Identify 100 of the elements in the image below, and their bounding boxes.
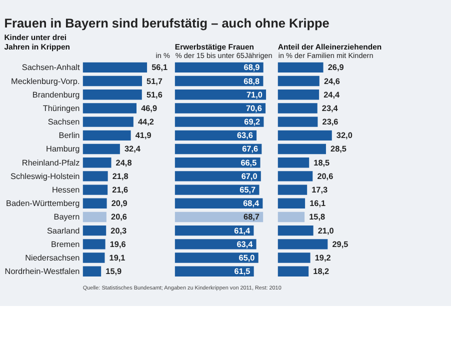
bar <box>174 198 263 208</box>
bar <box>278 103 318 114</box>
data-label: 20,6 <box>111 212 128 222</box>
bar <box>82 266 102 276</box>
data-label: 24,4 <box>324 90 340 100</box>
data-label: 21,8 <box>112 172 129 181</box>
bar <box>82 158 112 168</box>
data-label: 66,5 <box>240 158 258 168</box>
bar <box>278 90 320 100</box>
bar <box>174 62 264 73</box>
y-tick-label: Bremen <box>51 240 80 249</box>
bar <box>82 171 108 182</box>
data-label: 23,6 <box>322 118 339 127</box>
data-label: 15,9 <box>106 267 122 276</box>
bar <box>278 266 309 276</box>
x-axis-title: in % <box>156 50 170 60</box>
data-label: 20,3 <box>110 226 128 236</box>
y-tick-label: Nordrhein-Westfalen <box>4 267 80 276</box>
data-label: 68,4 <box>243 199 260 208</box>
y-tick-label: Saarland <box>46 226 80 236</box>
data-label: 29,5 <box>332 240 349 249</box>
data-label: 68,8 <box>244 76 260 86</box>
bar <box>278 62 324 73</box>
bar <box>82 144 120 154</box>
data-label: 67,0 <box>241 172 258 181</box>
data-label: 61,5 <box>234 267 251 276</box>
data-label: 17,3 <box>312 186 328 195</box>
data-label: 44,2 <box>138 118 154 127</box>
data-label: 32,0 <box>336 131 353 140</box>
bar <box>82 76 142 86</box>
y-tick-label: Brandenburg <box>32 90 80 100</box>
data-label: 41,9 <box>135 131 152 140</box>
data-label: 46,9 <box>141 104 158 113</box>
bar <box>174 130 257 141</box>
y-tick-label: Bayern <box>54 212 80 222</box>
bar <box>82 103 137 114</box>
y-tick-label: Hamburg <box>46 144 80 154</box>
bar <box>278 144 326 154</box>
bar <box>174 171 261 182</box>
bar <box>174 90 266 100</box>
data-label: 19,1 <box>109 254 126 263</box>
bar <box>174 158 260 168</box>
data-label: 65,7 <box>240 186 256 195</box>
bar <box>82 116 134 127</box>
bar <box>82 225 106 236</box>
data-label: 16,1 <box>310 199 326 208</box>
data-label: 19,6 <box>110 240 126 249</box>
data-label: 26,9 <box>328 63 344 72</box>
bar <box>174 76 264 86</box>
data-label: 18,5 <box>314 158 330 168</box>
bar <box>174 252 258 263</box>
bar <box>278 252 310 263</box>
bar <box>278 76 320 86</box>
data-label: 63,4 <box>236 240 254 249</box>
bar <box>278 116 318 127</box>
data-label: 51,6 <box>146 90 163 100</box>
y-tick-label: Schleswig-Holstein <box>10 172 80 181</box>
bar <box>174 225 254 236</box>
bar <box>174 266 254 276</box>
data-label: 63,6 <box>236 131 254 140</box>
bar <box>174 116 264 127</box>
bar <box>278 171 313 182</box>
bar <box>278 212 305 222</box>
x-axis-title: in % der Familien mit Kindern <box>278 50 374 60</box>
y-tick-label: Sachsen <box>48 118 80 127</box>
bar <box>82 198 107 208</box>
bar <box>82 184 108 195</box>
bar <box>82 130 131 141</box>
data-label: 69,2 <box>244 118 261 127</box>
bar <box>82 239 106 250</box>
data-label: 65,0 <box>238 254 256 263</box>
data-label: 18,2 <box>313 267 330 276</box>
bar <box>278 158 310 168</box>
y-tick-label: Niedersachsen <box>25 254 80 263</box>
bar <box>82 252 105 263</box>
data-label: 28,5 <box>330 144 347 154</box>
data-label: 23,4 <box>322 104 338 113</box>
bar <box>278 130 332 141</box>
bar <box>278 225 314 236</box>
y-tick-label: Hessen <box>52 186 80 195</box>
bar <box>174 144 262 154</box>
bar <box>174 239 256 250</box>
data-label: 70,6 <box>246 104 262 113</box>
data-label: 24,6 <box>324 76 340 86</box>
bar <box>82 62 148 73</box>
data-label: 67,6 <box>242 144 258 154</box>
bar <box>278 184 308 195</box>
data-label: 68,7 <box>244 212 260 222</box>
data-label: 32,4 <box>124 144 141 154</box>
y-tick-label: Baden-Württemberg <box>6 199 80 208</box>
data-label: 21,0 <box>318 226 334 236</box>
data-label: 15,8 <box>309 212 326 222</box>
data-label: 21,6 <box>112 186 129 195</box>
y-tick-label: Berlin <box>58 131 80 140</box>
x-axis-title: % der 15 bis unter 65Jährigen <box>175 50 272 60</box>
data-label: 19,2 <box>314 254 332 263</box>
bar <box>278 239 328 250</box>
chart-title: Frauen in Bayern sind berufstätig – auch ohne Krippe <box>4 15 330 30</box>
y-tick-label: Rheinland-Pfalz <box>22 158 80 168</box>
data-label: 68,9 <box>244 63 260 72</box>
